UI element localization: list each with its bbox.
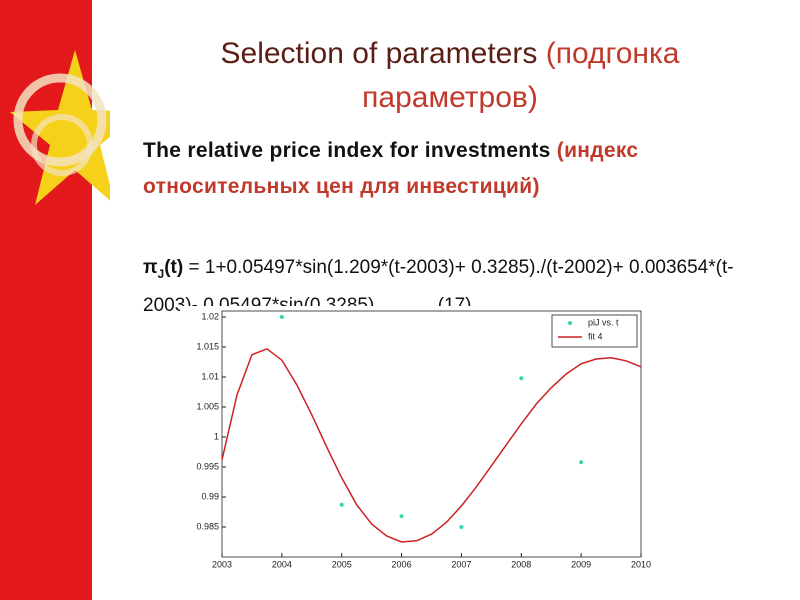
subtitle: The relative price index for investments…: [143, 133, 763, 205]
y-tick-label: 0.985: [196, 521, 219, 531]
decoration: [0, 0, 110, 600]
x-tick-label: 2006: [392, 559, 412, 569]
y-tick-label: 0.995: [196, 461, 219, 471]
slide-title: Selection of parameters (подгонка параме…: [130, 32, 770, 120]
formula: πJ(t) = 1+0.05497*sin(1.209*(t-2003)+ 0.…: [143, 252, 783, 321]
y-tick-label: 1.01: [201, 371, 219, 381]
symbol: π: [143, 257, 158, 278]
formula-symbol: πJ(t): [143, 257, 184, 281]
fit-line: [221, 347, 642, 543]
x-tick-label: 2003: [212, 559, 232, 569]
data-point: [399, 514, 404, 519]
data-point: [579, 460, 584, 465]
x-tick-label: 2010: [631, 559, 651, 569]
data-point: [459, 525, 464, 529]
subtitle-ru: (индекс относительных цен для инвестиций…: [143, 139, 639, 198]
legend-label: fit 4: [588, 331, 603, 341]
data-point: [339, 502, 344, 507]
y-tick-label: 1.015: [196, 341, 219, 351]
x-tick-label: 2009: [571, 559, 591, 569]
subtitle-en: The relative price index for investments: [143, 139, 551, 162]
formula-number: (17): [437, 294, 472, 316]
legend-swatch: [568, 321, 572, 325]
y-tick-label: 1.005: [196, 401, 219, 411]
x-tick-label: 2004: [272, 559, 292, 569]
x-tick-label: 2005: [332, 559, 352, 569]
data-point: [519, 376, 524, 381]
figure-background: [180, 306, 650, 576]
x-tick-label: 2008: [511, 559, 531, 569]
title-en: Selection of parameters: [220, 37, 538, 70]
title-ru: (подгонка параметров): [362, 37, 680, 114]
x-tick-label: 2007: [451, 559, 471, 569]
y-tick-label: 0.99: [201, 491, 219, 501]
argument: (t): [164, 257, 184, 278]
subscript: J: [157, 266, 165, 281]
plot-area: [221, 310, 642, 558]
y-tick-label: 1: [214, 431, 219, 441]
